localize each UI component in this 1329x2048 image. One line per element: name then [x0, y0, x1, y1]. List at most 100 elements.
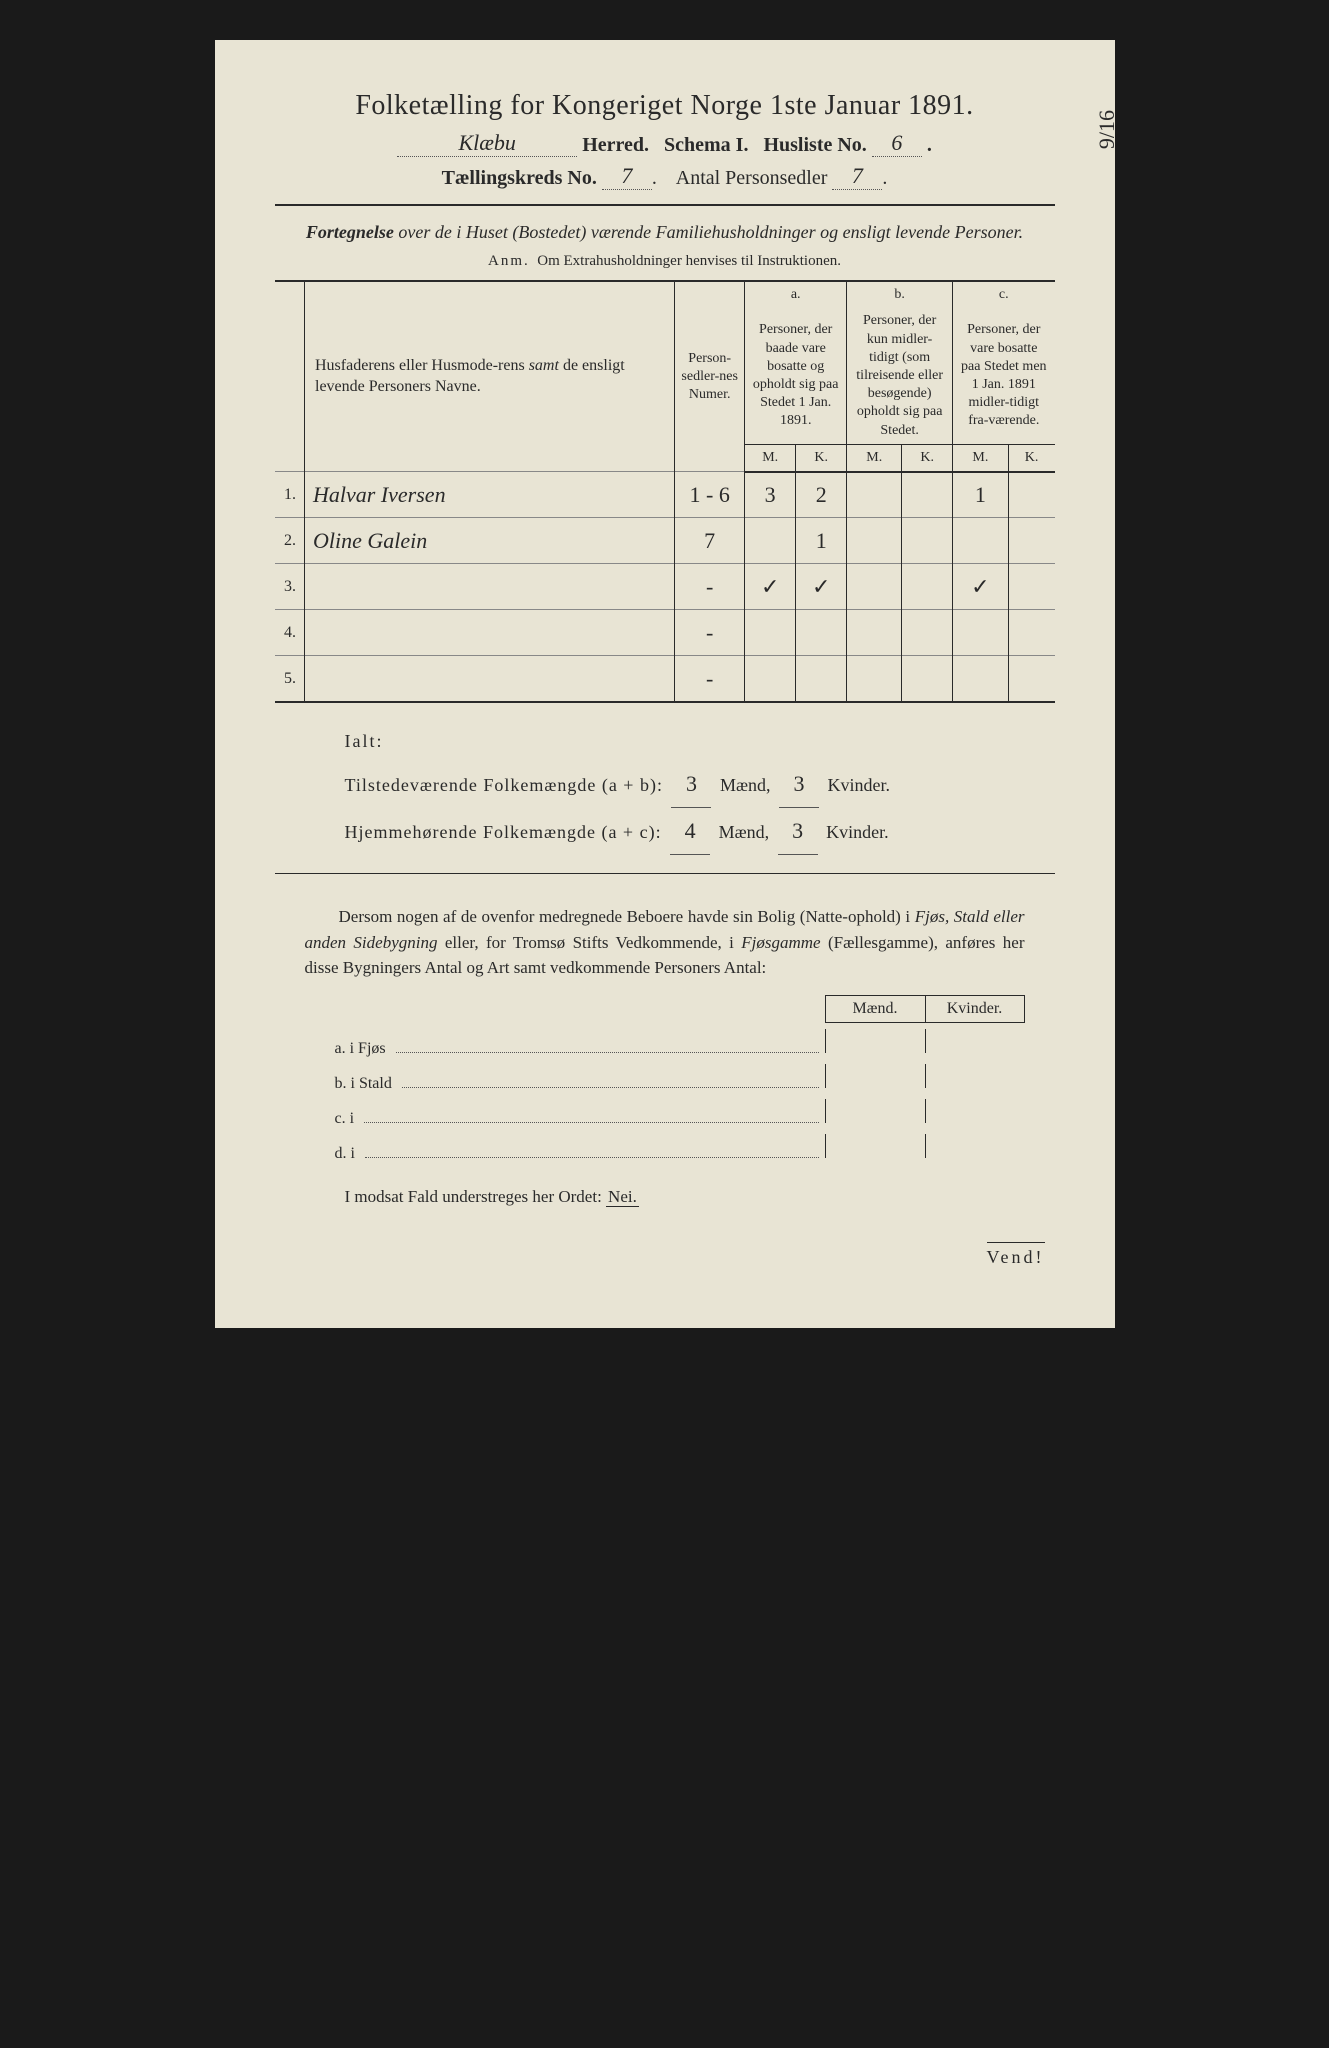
divider: [275, 204, 1055, 206]
bldg-row-d: d. i: [335, 1134, 1025, 1163]
building-paragraph: Dersom nogen af de ovenfor medregnede Be…: [305, 904, 1025, 981]
b-k-cell: [902, 610, 953, 656]
numer-cell: -: [675, 564, 745, 610]
a-k-cell: ✓: [796, 564, 847, 610]
person-name: Halvar Iversen: [305, 472, 675, 518]
person-name: [305, 610, 675, 656]
a-k-cell: 1: [796, 518, 847, 564]
margin-note: 9/16: [1095, 110, 1121, 149]
numer-cell: -: [675, 656, 745, 702]
col-c-m: M.: [953, 444, 1009, 472]
row-number: 1.: [275, 472, 305, 518]
totals-line-2: Hjemmehørende Folkemængde (a + c): 4 Mæn…: [345, 808, 1015, 855]
totals-line-1: Tilstedeværende Folkemængde (a + b): 3 M…: [345, 761, 1015, 808]
a-m-cell: ✓: [745, 564, 796, 610]
kreds-label: Tællingskreds No.: [442, 167, 597, 189]
col-b-text: Personer, der kun midler-tidigt (som til…: [847, 308, 953, 444]
herred-label: Herred.: [582, 134, 649, 156]
person-name: [305, 656, 675, 702]
a-k-cell: [796, 656, 847, 702]
c-m-cell: [953, 610, 1009, 656]
census-form-page: 9/16 Folketælling for Kongeriget Norge 1…: [215, 40, 1115, 1328]
col-a-label: a.: [745, 281, 847, 308]
col-a-text: Personer, der baade vare bosatte og opho…: [745, 308, 847, 444]
main-title: Folketælling for Kongeriget Norge 1ste J…: [275, 90, 1055, 122]
table-row: 1.Halvar Iversen1 - 632 1: [275, 472, 1055, 518]
col-a-k: K.: [796, 444, 847, 472]
nei-word: Nei.: [606, 1187, 639, 1207]
mk-header: Mænd. Kvinder.: [275, 995, 1025, 1023]
row-number: 3.: [275, 564, 305, 610]
bldg-row-c: c. i: [335, 1099, 1025, 1128]
numer-cell: 7: [675, 518, 745, 564]
c-k-cell: [1008, 656, 1054, 702]
a-m-cell: 3: [745, 472, 796, 518]
col-b-label: b.: [847, 281, 953, 308]
vend-label: Vend!: [987, 1242, 1045, 1267]
husliste-value: 6: [872, 130, 922, 157]
c-m-cell: [953, 518, 1009, 564]
present-m: 3: [671, 761, 711, 808]
header-line-2: Klæbu Herred. Schema I. Husliste No. 6 .: [275, 130, 1055, 157]
husliste-label: Husliste No.: [763, 134, 866, 156]
resident-m: 4: [670, 808, 710, 855]
c-k-cell: [1008, 564, 1054, 610]
present-k: 3: [779, 761, 819, 808]
ialt-label: Ialt:: [345, 723, 1015, 761]
anm-label: Anm.: [488, 253, 530, 269]
antal-value: 7: [832, 163, 882, 190]
maend-header: Mænd.: [825, 995, 925, 1023]
col-header-names: Husfaderens eller Husmode-rens samt de e…: [305, 281, 675, 472]
census-table: Husfaderens eller Husmode-rens samt de e…: [275, 280, 1055, 703]
col-header-numer: Person-sedler-nes Numer.: [675, 281, 745, 472]
b-k-cell: [902, 472, 953, 518]
bldg-row-a: a. i Fjøs: [335, 1029, 1025, 1058]
table-row: 3.-✓✓✓: [275, 564, 1055, 610]
a-m-cell: [745, 518, 796, 564]
b-k-cell: [902, 656, 953, 702]
bldg-row-b: b. i Stald: [335, 1064, 1025, 1093]
table-row: 4.-: [275, 610, 1055, 656]
b-m-cell: [847, 518, 902, 564]
kreds-value: 7: [602, 163, 652, 190]
b-m-cell: [847, 472, 902, 518]
row-number: 5.: [275, 656, 305, 702]
numer-cell: 1 - 6: [675, 472, 745, 518]
present-label: Tilstedeværende Folkemængde (a + b):: [345, 775, 663, 795]
nei-line: I modsat Fald understreges her Ordet: Ne…: [345, 1187, 1025, 1207]
kvinder-header: Kvinder.: [925, 995, 1025, 1023]
b-k-cell: [902, 518, 953, 564]
c-k-cell: [1008, 610, 1054, 656]
c-k-cell: [1008, 518, 1054, 564]
divider: [275, 873, 1055, 874]
b-m-cell: [847, 564, 902, 610]
a-m-cell: [745, 656, 796, 702]
b-m-cell: [847, 656, 902, 702]
row-number: 2.: [275, 518, 305, 564]
person-name: [305, 564, 675, 610]
header-line-3: Tællingskreds No. 7. Antal Personsedler …: [275, 163, 1055, 190]
b-k-cell: [902, 564, 953, 610]
antal-label: Antal Personsedler: [676, 167, 828, 189]
a-k-cell: [796, 610, 847, 656]
row-number: 4.: [275, 610, 305, 656]
b-m-cell: [847, 610, 902, 656]
col-c-label: c.: [953, 281, 1055, 308]
herred-value: Klæbu: [397, 130, 577, 157]
col-a-m: M.: [745, 444, 796, 472]
col-c-text: Personer, der vare bosatte paa Stedet me…: [953, 308, 1055, 444]
resident-k: 3: [778, 808, 818, 855]
building-list: a. i Fjøs b. i Stald c. i d. i: [335, 1029, 1025, 1163]
a-k-cell: 2: [796, 472, 847, 518]
table-row: 5. -: [275, 656, 1055, 702]
subtitle: Fortegnelse over de i Huset (Bostedet) v…: [305, 220, 1025, 245]
c-k-cell: [1008, 472, 1054, 518]
c-m-cell: ✓: [953, 564, 1009, 610]
anm-text: Om Extrahusholdninger henvises til Instr…: [537, 253, 841, 269]
c-m-cell: 1: [953, 472, 1009, 518]
col-c-k: K.: [1008, 444, 1054, 472]
c-m-cell: [953, 656, 1009, 702]
person-name: Oline Galein: [305, 518, 675, 564]
resident-label: Hjemmehørende Folkemængde (a + c):: [345, 822, 662, 842]
col-b-k: K.: [902, 444, 953, 472]
